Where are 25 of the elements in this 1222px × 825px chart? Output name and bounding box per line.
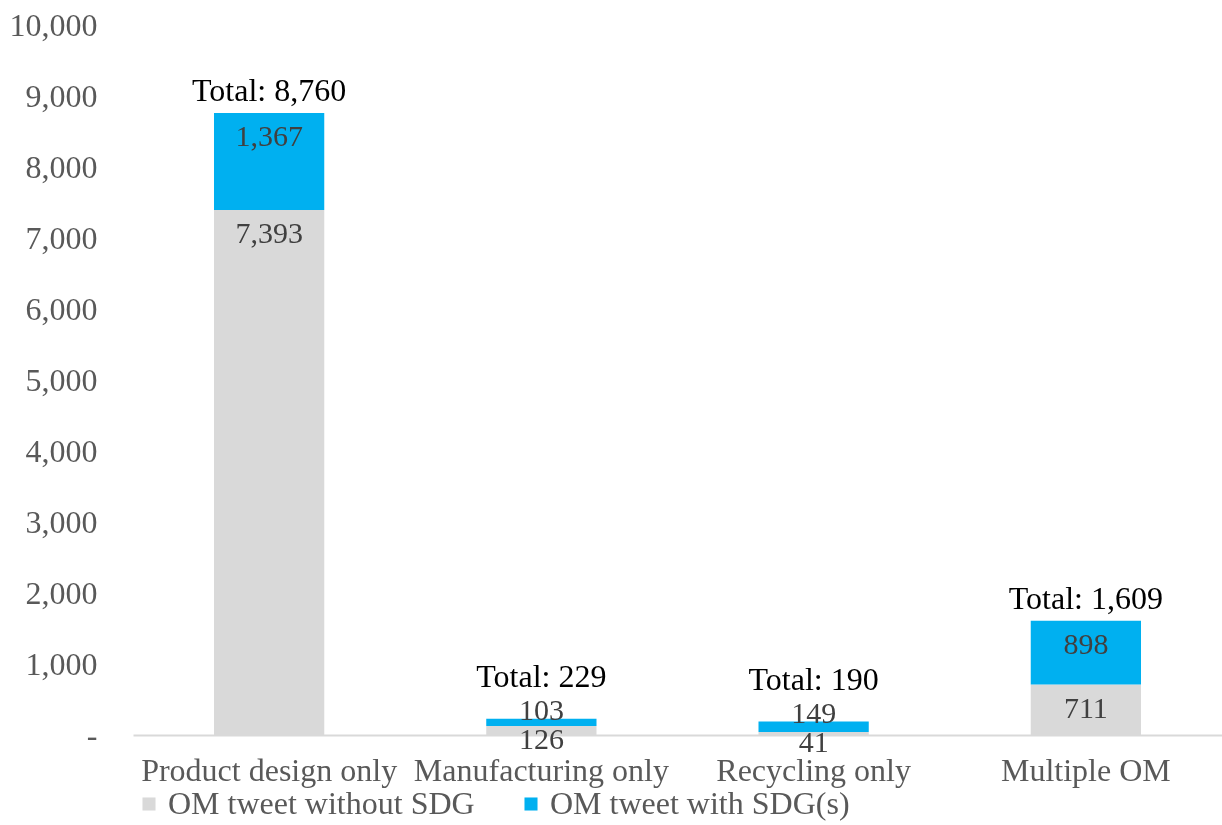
bar [213, 113, 325, 211]
data-label: 1,367 [235, 119, 303, 153]
y-tick-label: 6,000 [25, 290, 98, 327]
data-label: 898 [1063, 626, 1109, 660]
y-tick-label: 4,000 [25, 432, 98, 469]
x-tick-label: Multiple OM [1000, 751, 1171, 788]
bar [1030, 620, 1142, 685]
y-tick-label: 7,000 [25, 219, 98, 256]
data-label: 7,393 [235, 216, 303, 250]
y-tick-label: 5,000 [25, 361, 98, 398]
total-label: Total: 8,760 [192, 72, 347, 109]
y-tick-label: 10,000 [9, 6, 98, 43]
y-tick-label: 2,000 [25, 574, 98, 611]
x-tick-label: Product design only [141, 751, 398, 788]
total-label: Total: 229 [476, 657, 607, 694]
total-label: Total: 190 [748, 660, 879, 697]
y-tick-label: 9,000 [25, 77, 98, 114]
bar [758, 721, 869, 733]
y-tick-label: 3,000 [25, 503, 98, 540]
data-label: 711 [1063, 690, 1108, 724]
total-label: Total: 1,609 [1008, 579, 1163, 616]
bar [486, 718, 597, 727]
y-tick-label: - [86, 716, 98, 753]
y-tick-label: 8,000 [25, 148, 98, 185]
y-tick-label: 1,000 [25, 645, 98, 682]
